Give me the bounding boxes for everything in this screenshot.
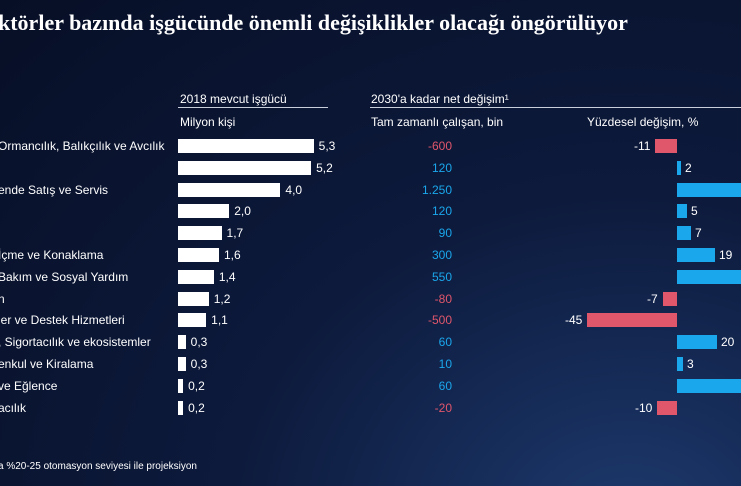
- pct-bar: [655, 139, 677, 153]
- workforce-bar: [178, 270, 214, 284]
- pct-value: -45: [565, 313, 583, 327]
- sector-label: acılık: [0, 401, 27, 415]
- footnote: a %20-25 otomasyon seviyesi ile projeksi…: [0, 461, 197, 472]
- workforce-value: 5,2: [316, 161, 333, 175]
- net-change-value: 550: [431, 270, 452, 284]
- workforce-value: 0,3: [190, 335, 208, 349]
- workforce-bar: [178, 335, 186, 349]
- net-change-value: 120: [431, 161, 452, 175]
- sector-label: ve Eğlence: [0, 379, 58, 393]
- pct-bar: [677, 379, 741, 393]
- net-change-value: -600: [427, 139, 452, 153]
- workforce-value: 1,6: [223, 248, 241, 262]
- workforce-value: 1,7: [226, 226, 244, 240]
- net-change-value: -80: [434, 292, 452, 306]
- sector-label: , Sigortacılık ve ekosistemler: [0, 335, 151, 349]
- pct-value: -11: [634, 139, 651, 153]
- pct-bar: [677, 248, 715, 262]
- pct-bar: [677, 161, 681, 175]
- pct-bar: [677, 204, 687, 218]
- sector-label: enkul ve Kiralama: [0, 357, 94, 371]
- workforce-unit-header: Milyon kişi: [180, 115, 236, 129]
- pct-value: 7: [695, 226, 702, 240]
- workforce-bar: [178, 248, 219, 262]
- sector-label: ler ve Destek Hizmetleri: [0, 313, 125, 327]
- workforce-value: 2,0: [234, 204, 251, 218]
- pct-bar: [677, 357, 683, 371]
- workforce-bar: [178, 401, 184, 415]
- net-change-value: 60: [438, 335, 452, 349]
- sector-label: İçme ve Konaklama: [0, 248, 104, 262]
- pct-bar: [677, 335, 717, 349]
- workforce-bar: [178, 292, 209, 306]
- net-change-value: 120: [431, 204, 452, 218]
- workforce-value: 0,2: [188, 379, 205, 393]
- net-unit-header: Tam zamanlı çalışan, bin: [371, 115, 504, 129]
- net-change-value: -500: [427, 313, 452, 327]
- workforce-bar: [178, 183, 281, 197]
- sector-label: ende Satış ve Servis: [0, 183, 109, 197]
- net-change-value: 1.250: [421, 183, 452, 197]
- sector-label: Bakım ve Sosyal Yardım: [0, 270, 129, 284]
- pct-bar: [677, 270, 741, 284]
- pct-bar: [587, 313, 677, 327]
- workforce-bar: [178, 379, 184, 393]
- workforce-bar: [178, 313, 207, 327]
- pct-bar: [677, 226, 691, 240]
- pct-bar: [677, 183, 741, 197]
- pct-value: 2: [685, 161, 692, 175]
- workforce-bar: [178, 161, 312, 175]
- workforce-value: 5,3: [318, 139, 336, 153]
- workforce-value: 1,2: [213, 292, 231, 306]
- pct-value: 3: [687, 357, 694, 371]
- pct-value: -7: [647, 292, 658, 306]
- workforce-bar: [178, 204, 230, 218]
- workforce-value: 1,1: [211, 313, 228, 327]
- pct-value: -10: [635, 401, 653, 415]
- pct-bar: [657, 401, 677, 415]
- net-change-value: 90: [438, 226, 452, 240]
- sector-label: n: [0, 292, 5, 306]
- workforce-header-rule: [178, 107, 328, 108]
- chart-title: ktörler bazında işgücünde önemli değişik…: [0, 10, 628, 35]
- pct-bar: [663, 292, 677, 306]
- net-change-value: 300: [431, 248, 452, 262]
- change-header-rule: [370, 107, 741, 108]
- net-change-value: 10: [438, 357, 452, 371]
- pct-value: 20: [721, 335, 735, 349]
- change-group-header: 2030'a kadar net değişim¹: [371, 92, 509, 106]
- workforce-value: 4,0: [285, 183, 303, 197]
- workforce-bar: [178, 357, 186, 371]
- workforce-value: 1,4: [218, 270, 236, 284]
- net-change-value: -20: [434, 401, 452, 415]
- workforce-group-header: 2018 mevcut işgücü: [180, 92, 287, 106]
- net-change-value: 60: [438, 379, 452, 393]
- workforce-bar: [178, 226, 222, 240]
- workforce-value: 0,3: [190, 357, 208, 371]
- pct-unit-header: Yüzdesel değişim, %: [587, 115, 699, 129]
- workforce-value: 0,2: [188, 401, 205, 415]
- workforce-bar: [178, 139, 314, 153]
- pct-value: 5: [691, 204, 698, 218]
- sector-label: Ormancılık, Balıkçılık ve Avcılık: [0, 139, 165, 153]
- pct-value: 19: [719, 248, 733, 262]
